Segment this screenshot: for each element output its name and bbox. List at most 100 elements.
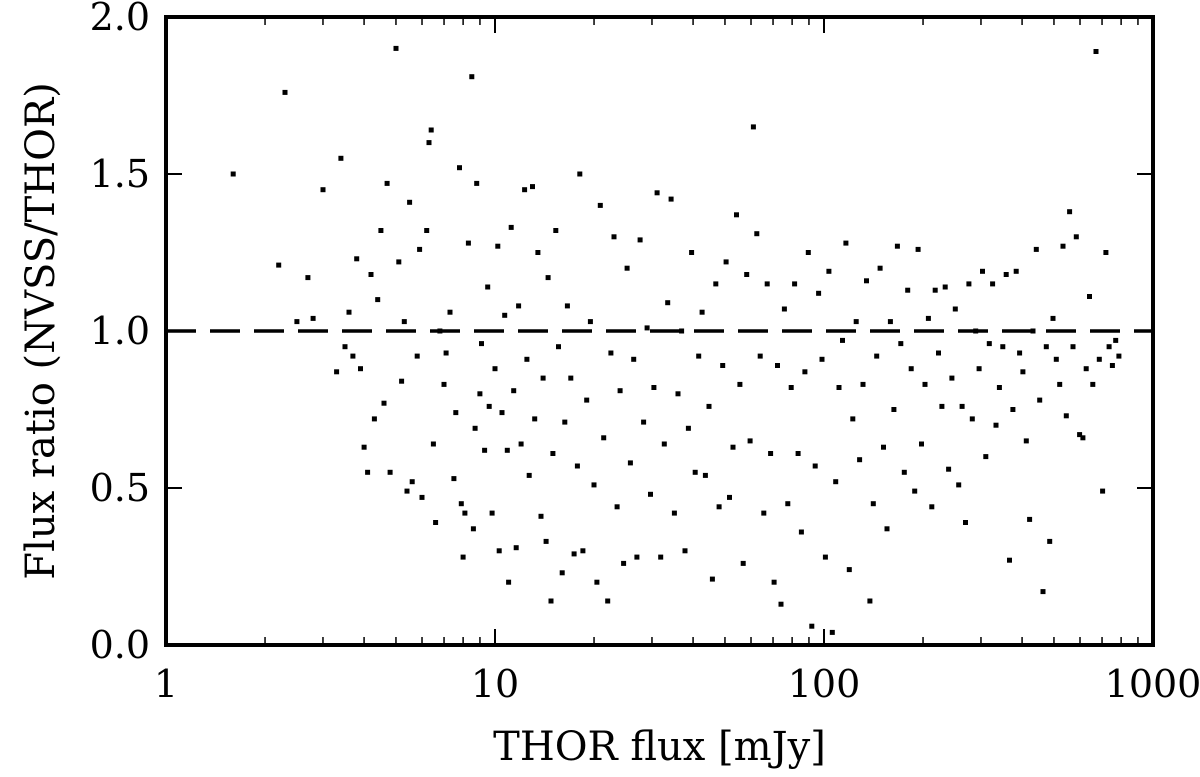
data-point xyxy=(530,184,535,190)
data-point xyxy=(631,356,637,362)
data-point xyxy=(922,381,928,387)
data-point xyxy=(504,447,510,453)
data-point xyxy=(908,366,914,372)
data-point xyxy=(621,560,627,566)
data-point xyxy=(393,45,399,51)
data-point xyxy=(553,228,559,233)
data-point xyxy=(417,246,423,252)
data-point xyxy=(1040,589,1046,595)
data-point xyxy=(898,341,904,347)
y-tick-label: 0.0 xyxy=(90,623,150,667)
data-point xyxy=(775,363,780,368)
data-point xyxy=(1073,234,1079,240)
data-point xyxy=(634,554,640,560)
data-point xyxy=(679,328,685,334)
data-point xyxy=(912,488,918,494)
data-point xyxy=(548,598,554,604)
data-point xyxy=(952,306,958,312)
data-point xyxy=(737,381,743,387)
data-point xyxy=(462,510,468,516)
data-point xyxy=(860,381,866,387)
data-point xyxy=(465,240,471,246)
data-point xyxy=(451,476,457,482)
data-point xyxy=(614,504,620,510)
data-point xyxy=(976,366,982,372)
data-point xyxy=(857,457,863,463)
data-point xyxy=(424,228,430,233)
data-point xyxy=(915,246,921,252)
data-point xyxy=(361,444,367,450)
data-point xyxy=(597,202,603,208)
data-point xyxy=(477,391,483,397)
data-point xyxy=(516,303,522,309)
data-point xyxy=(426,140,432,146)
data-point xyxy=(305,275,311,281)
data-point xyxy=(936,350,941,356)
data-point xyxy=(404,488,410,494)
data-point xyxy=(524,356,530,362)
data-point xyxy=(949,375,955,381)
data-point xyxy=(594,579,600,585)
data-point xyxy=(816,290,822,296)
data-point xyxy=(654,190,660,196)
data-point xyxy=(375,297,381,303)
data-point xyxy=(702,472,708,478)
data-point xyxy=(877,265,883,271)
data-point xyxy=(648,491,653,497)
data-point xyxy=(460,554,466,560)
data-point xyxy=(624,265,630,271)
data-point xyxy=(980,268,985,274)
data-point xyxy=(443,350,449,356)
data-point xyxy=(730,444,736,450)
data-point xyxy=(368,272,374,277)
data-point xyxy=(1109,363,1115,368)
data-point xyxy=(1063,413,1069,419)
data-point xyxy=(785,501,791,507)
data-point xyxy=(387,469,393,475)
data-point xyxy=(294,319,300,325)
data-point xyxy=(1113,337,1119,343)
data-point xyxy=(1103,250,1109,255)
data-point xyxy=(819,356,825,362)
data-point xyxy=(1047,538,1053,544)
data-point xyxy=(829,629,835,635)
data-point xyxy=(371,416,377,422)
data-point xyxy=(433,520,439,525)
data-point xyxy=(479,341,484,347)
data-point xyxy=(485,284,491,290)
data-point xyxy=(682,548,688,554)
data-point xyxy=(562,419,568,425)
data-point xyxy=(867,598,873,604)
x-tick-label: 10 xyxy=(471,662,519,706)
data-point xyxy=(230,171,236,177)
data-point xyxy=(342,344,348,350)
data-point xyxy=(611,234,617,240)
plot-frame xyxy=(164,15,1155,647)
data-point xyxy=(526,472,532,478)
data-point xyxy=(1087,294,1092,299)
data-point xyxy=(540,375,546,381)
data-point xyxy=(675,391,681,397)
data-point xyxy=(637,237,643,243)
data-point xyxy=(559,570,565,576)
data-point xyxy=(966,281,972,287)
data-point xyxy=(939,403,945,409)
data-point xyxy=(532,416,538,422)
data-point xyxy=(282,89,288,95)
data-point xyxy=(757,353,763,359)
data-point xyxy=(795,451,801,456)
data-point xyxy=(1043,344,1049,350)
data-point xyxy=(727,494,732,500)
data-point xyxy=(550,451,556,456)
data-point xyxy=(709,576,715,582)
data-point xyxy=(929,504,935,510)
data-point xyxy=(1027,516,1033,522)
data-point xyxy=(668,196,674,202)
data-point xyxy=(378,228,384,233)
data-point xyxy=(587,319,593,325)
data-point xyxy=(894,243,900,249)
data-point xyxy=(1023,438,1029,444)
data-point xyxy=(983,454,989,460)
data-point xyxy=(870,501,876,507)
data-point xyxy=(605,598,611,604)
